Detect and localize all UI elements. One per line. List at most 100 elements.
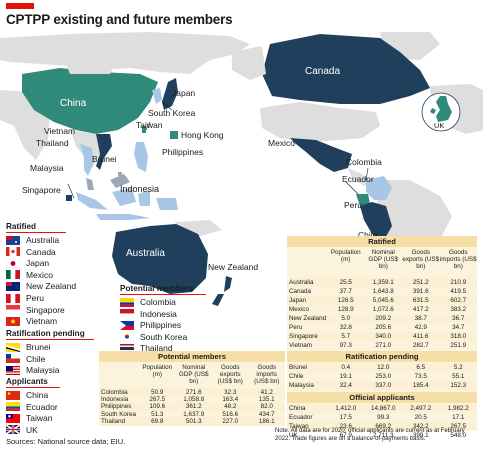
legend-item-ecuador: Ecuador <box>6 402 58 412</box>
legend-label: Canada <box>26 246 56 257</box>
row-value: 48.2 <box>224 403 237 411</box>
row-value: 82.0 <box>260 403 273 411</box>
row-value: 318.0 <box>450 333 467 340</box>
thailand-flag <box>120 343 134 353</box>
row-value: 34.7 <box>452 324 465 331</box>
legend-label: Chile <box>26 353 46 364</box>
label-philippines: Philippines <box>162 147 203 157</box>
brand-bar <box>6 3 34 9</box>
row-country: Thailand <box>101 417 126 425</box>
legend-pending-heading: Ratification pending <box>6 329 85 338</box>
label-south-korea: South Korea <box>148 108 196 118</box>
row-value: 51.3 <box>151 410 164 418</box>
row-country: Vietnam <box>289 342 312 349</box>
row-value: 14,867.0 <box>370 405 396 412</box>
row-country: Brunei <box>289 364 308 371</box>
legend-item-indonesia: Indonesia <box>120 309 177 319</box>
row-country: Japan <box>289 297 307 304</box>
label-brunei: Brunei <box>92 154 117 164</box>
label-mexico: Mexico <box>268 138 295 148</box>
legend-label: UK <box>26 424 38 435</box>
table-row: Canada 37.7 1,643.8 391.6 419.5 <box>287 287 477 296</box>
row-value: 20.5 <box>414 414 427 421</box>
table-row: South Korea 51.3 1,637.9 516.6 434.7 <box>99 410 285 419</box>
label-indonesia: Indonesia <box>120 184 159 194</box>
table-row: New Zealand 5.0 209.2 38.7 36.7 <box>287 314 477 323</box>
chile-flag <box>6 354 20 364</box>
row-value: 2,711.3 <box>372 432 394 439</box>
row-country: Philippines <box>101 403 132 411</box>
world-map: Canada China Japan South Korea Taiwan Ho… <box>0 32 483 316</box>
japan-flag <box>6 258 20 268</box>
table-row: Brunei 0.4 12.0 6.5 5.2 <box>287 363 477 372</box>
label-thailand: Thailand <box>36 138 69 148</box>
legend-label: China <box>26 390 49 400</box>
label-chile: Chile <box>358 230 378 240</box>
legend-label: Brunei <box>26 342 51 352</box>
row-value: 383.2 <box>450 306 467 313</box>
row-value: 67.9 <box>339 432 352 439</box>
row-value: 73.5 <box>414 373 427 380</box>
legend-applicants-rule <box>6 387 60 388</box>
row-value: 109.6 <box>149 403 166 411</box>
column-header: Goods exports (US$ bn) <box>217 364 243 385</box>
table-band-applicants: Official applicants <box>287 392 477 403</box>
table-row: Vietnam 97.3 271.0 282.7 251.9 <box>287 341 477 350</box>
table-row: Chile 19.1 253.0 73.5 55.1 <box>287 372 477 381</box>
legend-item-new-zealand: New Zealand <box>6 281 76 291</box>
legend-label: Singapore <box>26 304 65 315</box>
row-value: 205.6 <box>375 324 392 331</box>
legend-item-china: China <box>6 390 48 400</box>
row-value: 2,497.2 <box>410 405 432 412</box>
row-country: New Zealand <box>289 315 327 322</box>
column-header: Nominal GDP (US$ bn) <box>368 249 399 270</box>
legend-label: Vietnam <box>26 316 58 327</box>
legend-label: Ecuador <box>26 401 58 412</box>
label-taiwan: Taiwan <box>136 120 163 130</box>
row-value: 163.4 <box>222 396 239 404</box>
footnote: Note. All data are for 2020; official ap… <box>275 428 465 442</box>
row-value: 391.6 <box>412 288 429 295</box>
row-country: Mexico <box>289 306 309 313</box>
ecuador-flag <box>6 402 20 412</box>
china-flag <box>6 390 20 400</box>
row-value: 1,982.2 <box>447 405 469 412</box>
legend-potential-rule <box>120 294 206 295</box>
legend-item-brunei: Brunei <box>6 342 51 352</box>
label-peru: Peru <box>344 200 362 210</box>
column-header: Goods exports (US$ bn) <box>402 249 440 270</box>
row-value: 69.8 <box>151 417 164 425</box>
legend-item-singapore: Singapore <box>6 305 65 315</box>
label-china: China <box>60 98 87 109</box>
table-column-headers: Population (m) Nominal GDP (US$ bn) Goods … <box>287 249 477 277</box>
row-value: 1,072.6 <box>372 306 394 313</box>
label-colombia: Colombia <box>346 157 382 167</box>
table-row: Malaysia 32.4 337.0 185.4 152.3 <box>287 381 477 390</box>
row-country: South Korea <box>101 410 137 418</box>
row-value: 267.5 <box>450 423 467 430</box>
vietnam-flag <box>6 316 20 326</box>
legend-label: Malaysia <box>26 365 60 376</box>
members-table: Ratified Population (m) Nominal GDP (US$ b… <box>287 236 477 439</box>
table-band-potential: Potential members <box>99 351 285 362</box>
legend-label: New Zealand <box>26 281 77 292</box>
column-header: Population (m) <box>142 364 173 378</box>
malaysia-shape <box>86 174 130 190</box>
malaysia-flag <box>6 365 20 375</box>
legend-applicants-heading: Applicants <box>6 377 48 386</box>
row-value: 251.9 <box>450 342 467 349</box>
row-country: Australia <box>289 279 314 286</box>
sources: Sources: National source data; EIU. <box>6 437 126 446</box>
row-value: 209.2 <box>375 315 392 322</box>
mexico-shape <box>290 138 352 172</box>
legend-label: Colombia <box>140 297 176 307</box>
philippines-flag <box>120 320 134 330</box>
row-value: 97.3 <box>339 342 352 349</box>
row-value: 5.7 <box>341 333 351 340</box>
row-value: 185.4 <box>412 382 429 389</box>
new-zealand-shape <box>212 276 232 306</box>
label-new-zealand: New Zealand <box>208 262 258 272</box>
row-value: 36.7 <box>452 315 465 322</box>
label-japan: Japan <box>172 88 195 98</box>
thailand-shape <box>80 144 94 176</box>
